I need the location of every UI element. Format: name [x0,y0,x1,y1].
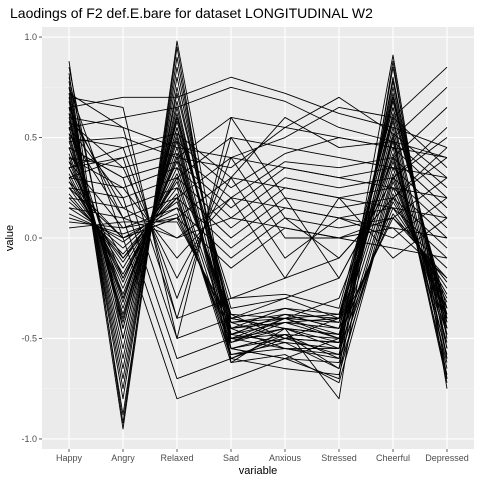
y-tick-label: -1.0 [21,434,37,444]
series-line-62 [68,107,448,360]
series-line-50 [68,116,448,319]
series-line-46 [68,133,448,259]
x-axis-title: variable [239,465,278,477]
series-line-64 [68,147,448,319]
x-tick-label: Sad [223,453,239,463]
series-line-28 [68,197,448,360]
series-line-63 [68,127,448,339]
series-line-23 [68,173,448,355]
series-line-51 [68,137,448,299]
series-line-54 [68,197,448,259]
series-line-13 [68,120,448,359]
x-tick-label: Anxious [269,453,302,463]
series-line-41 [68,121,448,209]
x-tick-label: Relaxed [160,453,193,463]
x-tick-label: Depressed [425,453,469,463]
series-line-58 [68,177,448,259]
x-tick-label: Happy [56,453,83,463]
series-line-12 [68,116,448,349]
x-tick-label: Angry [111,453,135,463]
series-line-22 [68,167,448,343]
series-line-34 [68,77,448,329]
series-line-32 [68,217,448,329]
series-line-57 [68,157,448,259]
series-line-31 [68,213,448,335]
series-line-42 [68,147,448,219]
series-line-17 [68,141,448,375]
series-line-59 [68,197,448,279]
x-tick-label: Cheerful [376,453,410,463]
y-axis-title: value [4,225,16,251]
series-line-52 [68,157,448,279]
series-line-33 [68,67,448,339]
y-tick-label: 1.0 [24,32,37,42]
series-line-35 [68,76,448,148]
series-lines [68,40,448,430]
y-tick-label: 0.0 [24,233,37,243]
series-line-60 [68,66,448,400]
series-line-36 [68,86,448,159]
series-line-61 [68,86,448,380]
series-line-18 [68,147,448,363]
y-tick-label: 0.5 [24,133,37,143]
chart-title: Laodings of F2 def.E.bare for dataset LO… [10,5,373,21]
y-axis-ticks: 1.0 0.5 0.0 -0.5 -1.0 [21,32,42,444]
x-axis-ticks: Happy Angry Relaxed Sad Anxious Stressed Cheer… [56,449,469,463]
series-line-53 [68,177,448,259]
y-tick-label: -0.5 [21,333,37,343]
series-line-44 [68,177,448,239]
x-tick-label: Stressed [321,453,357,463]
series-line-49 [68,96,448,339]
series-line-25 [68,181,448,376]
